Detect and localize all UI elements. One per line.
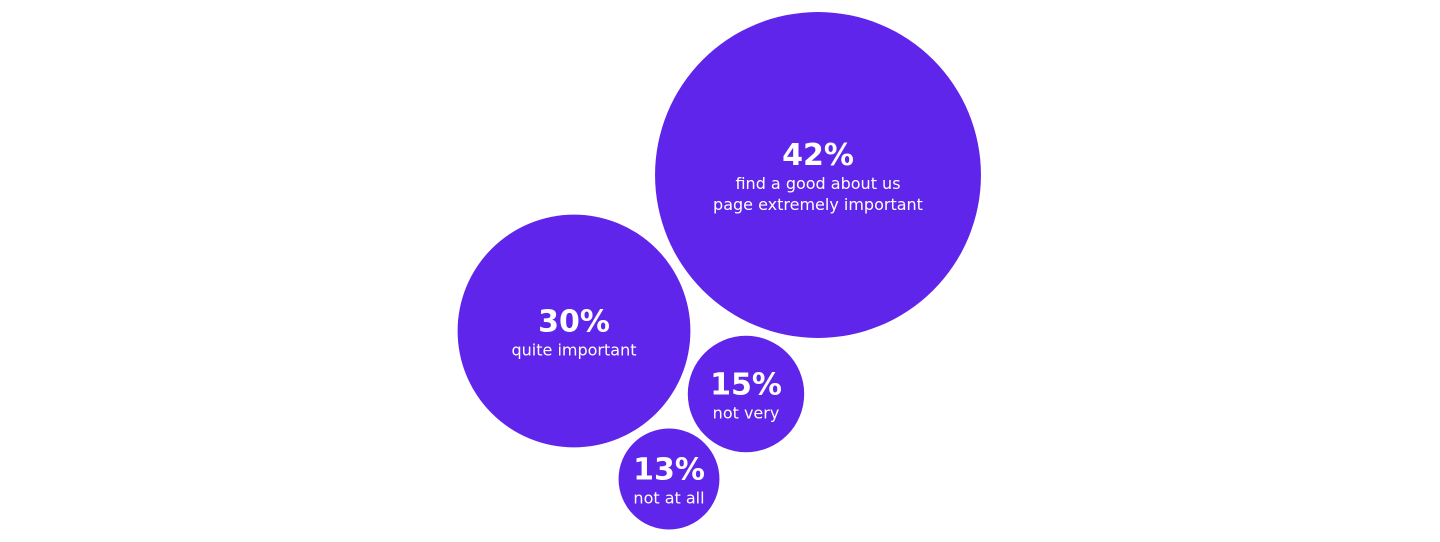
bubble-label: 13% not at all xyxy=(633,452,705,509)
bubble-label: 15% not very xyxy=(710,367,782,424)
value-label: 30% xyxy=(538,304,610,340)
bubble xyxy=(687,335,805,453)
value-label: 13% xyxy=(633,452,705,488)
category-label: not at all xyxy=(633,488,705,508)
category-label: quite important xyxy=(511,340,637,360)
category-label: not very xyxy=(712,403,780,423)
value-label: 15% xyxy=(710,367,782,403)
bubble xyxy=(457,214,691,448)
value-label: 42% xyxy=(782,138,854,173)
bubble-label: 30% quite important xyxy=(511,304,637,361)
category-label: find a good about us page extremely impo… xyxy=(713,174,923,214)
bubble xyxy=(618,428,720,530)
bubble-label: 42% find a good about us page extremely i… xyxy=(713,139,923,215)
bubble xyxy=(655,12,981,338)
